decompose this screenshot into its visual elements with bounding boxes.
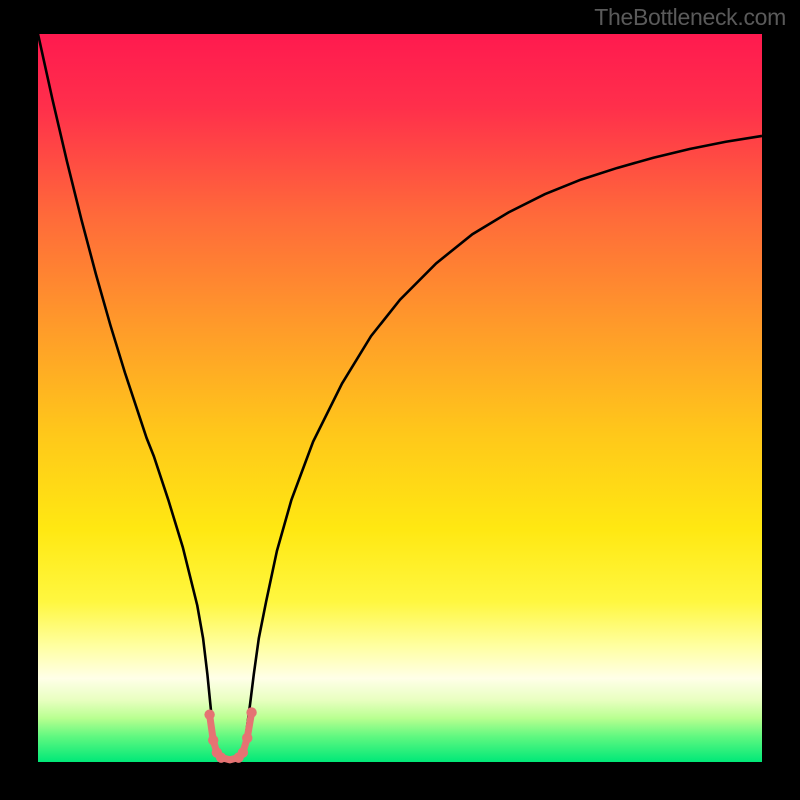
gradient-background [38,34,762,762]
watermark-text: TheBottleneck.com [594,4,786,31]
marker-dot [246,707,256,717]
marker-dot [204,709,214,719]
chart-container: { "watermark_text": "TheBottleneck.com",… [0,0,800,800]
bottleneck-chart [0,0,800,800]
marker-dot [216,752,226,762]
marker-dot [238,747,248,757]
marker-dot [242,733,252,743]
marker-dot [208,735,218,745]
